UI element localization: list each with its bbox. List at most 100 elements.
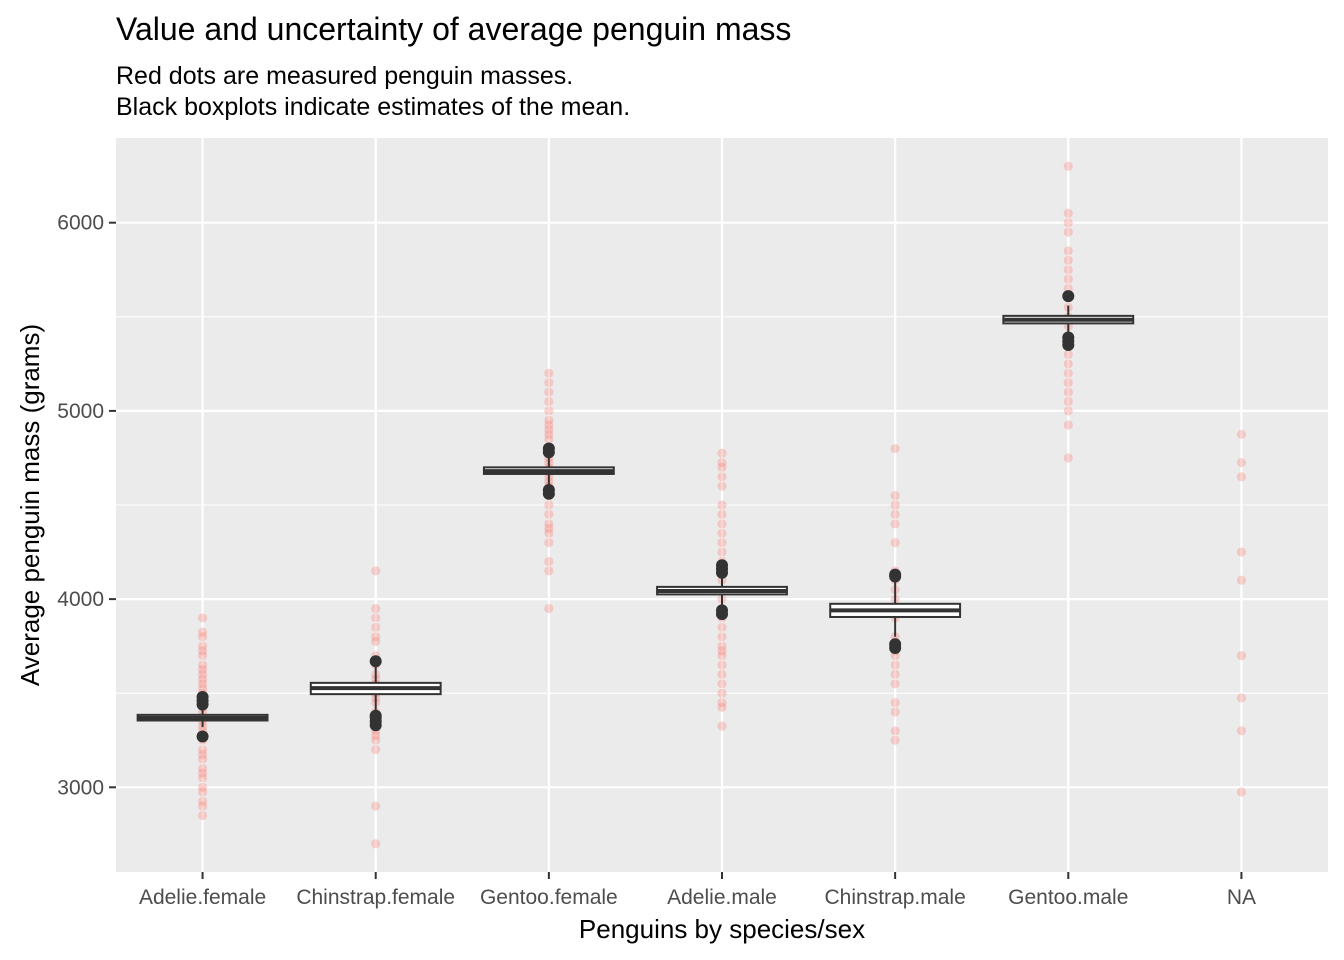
data-point <box>197 665 208 675</box>
data-point <box>717 509 727 520</box>
data-point <box>1063 396 1073 407</box>
data-point <box>717 702 727 712</box>
data-point <box>544 538 554 548</box>
chart-subtitle-line-2: Black boxplots indicate estimates of the… <box>116 93 630 121</box>
data-point <box>1063 255 1073 265</box>
data-point <box>717 547 727 557</box>
data-point <box>197 641 208 651</box>
data-point <box>197 669 208 679</box>
data-point <box>197 763 208 774</box>
data-point <box>544 425 554 435</box>
data-point <box>197 796 208 807</box>
x-axis-title: Penguins by species/sex <box>579 914 865 944</box>
x-tick-label: Adelie.male <box>667 886 777 909</box>
data-point <box>890 726 900 736</box>
box-outlier <box>889 568 902 581</box>
chart-title: Value and uncertainty of average penguin… <box>116 11 791 47</box>
data-point <box>890 679 900 689</box>
data-point <box>544 528 554 538</box>
data-point <box>371 636 381 647</box>
data-point <box>1063 349 1073 360</box>
data-point <box>544 368 554 378</box>
data-point <box>1063 453 1073 463</box>
data-point <box>717 622 727 632</box>
data-point <box>197 674 208 684</box>
data-point <box>197 787 208 797</box>
data-point <box>1063 218 1073 228</box>
data-point <box>544 429 554 440</box>
data-point <box>717 448 727 458</box>
data-point <box>371 613 381 623</box>
data-point <box>1063 368 1073 378</box>
data-point <box>890 669 900 679</box>
data-point <box>1063 208 1073 218</box>
data-point <box>1063 387 1073 397</box>
data-point <box>197 683 208 694</box>
data-point <box>197 801 208 811</box>
data-point <box>371 801 381 811</box>
data-point <box>197 646 208 656</box>
data-point <box>1063 227 1073 237</box>
data-point <box>890 735 900 745</box>
x-axis-ticks: Adelie.female Chinstrap.female Gentoo.fema… <box>139 872 1256 909</box>
data-point <box>717 721 727 731</box>
data-point <box>890 519 900 529</box>
data-point <box>1063 265 1073 275</box>
data-point <box>890 538 900 548</box>
data-point <box>717 632 727 642</box>
data-point <box>544 396 554 407</box>
data-point <box>197 627 208 637</box>
data-point <box>1236 787 1247 797</box>
box-outlier <box>1062 290 1075 303</box>
data-point <box>371 632 381 642</box>
box-outlier <box>196 690 209 703</box>
data-point <box>890 698 900 708</box>
data-point <box>717 688 727 698</box>
data-point <box>717 646 727 656</box>
data-point <box>1236 547 1247 557</box>
data-point <box>544 500 554 510</box>
grid-lines <box>116 138 1328 872</box>
data-point <box>197 632 208 642</box>
data-point <box>544 387 554 397</box>
data-point <box>890 707 900 717</box>
x-tick-label: Gentoo.female <box>480 886 618 909</box>
data-point <box>890 660 900 670</box>
data-point <box>197 679 208 689</box>
data-point <box>1063 246 1073 256</box>
data-point <box>544 406 554 416</box>
data-point <box>717 650 727 661</box>
data-point <box>1063 161 1073 171</box>
data-point <box>1236 458 1247 468</box>
box-outlier <box>369 655 382 668</box>
data-point <box>717 679 727 689</box>
data-point <box>1063 420 1073 430</box>
data-point <box>1236 429 1247 440</box>
data-point <box>717 462 727 472</box>
y-tick-label: 4000 <box>57 588 104 611</box>
y-tick-label: 5000 <box>57 400 104 423</box>
data-point <box>1063 274 1073 284</box>
data-point <box>544 434 554 444</box>
data-point <box>1236 472 1247 482</box>
box-outlier <box>542 442 555 455</box>
data-point <box>371 839 381 849</box>
data-point <box>197 650 208 661</box>
y-tick-label: 3000 <box>57 776 104 799</box>
data-point <box>371 735 381 745</box>
box-outlier <box>542 483 555 496</box>
data-point <box>890 443 900 454</box>
data-point <box>544 509 554 520</box>
data-point <box>544 556 554 567</box>
data-point <box>544 420 554 430</box>
data-point <box>717 669 727 679</box>
data-point <box>544 523 554 534</box>
data-point <box>717 519 727 529</box>
data-point <box>197 810 208 821</box>
data-point <box>371 603 381 614</box>
y-axis-title: Average penguin mass (grams) <box>15 324 45 686</box>
data-point <box>197 660 208 670</box>
x-tick-label: Chinstrap.male <box>825 886 966 909</box>
box-outlier <box>1062 331 1075 344</box>
data-point <box>1236 693 1247 703</box>
